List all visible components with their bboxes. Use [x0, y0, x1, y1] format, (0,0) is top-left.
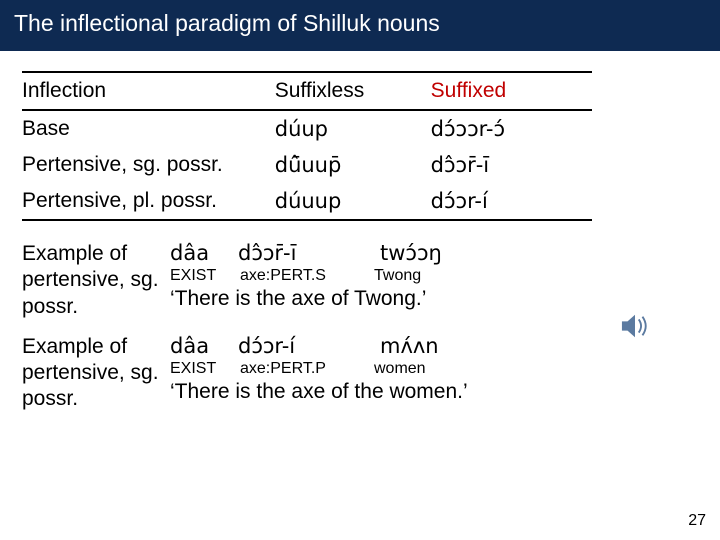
- example-label: Example of pertensive, sg. possr.: [22, 334, 170, 413]
- example-translation: ‘There is the axe of Twong.’: [170, 287, 442, 311]
- token: dâa: [170, 334, 224, 358]
- token: mʌ́ʌn: [380, 334, 439, 358]
- token: twɔ́ɔŋ: [380, 241, 442, 265]
- row-label: Pertensive, pl. possr.: [22, 183, 275, 220]
- gloss: axe:PERT.S: [240, 267, 356, 285]
- row-label: Pertensive, sg. possr.: [22, 147, 275, 183]
- token: dâa: [170, 241, 224, 265]
- token: dɔ̂ɔr̄-ī: [238, 241, 366, 265]
- table-header-suffixed: Suffixed: [431, 72, 592, 110]
- table-row: Pertensive, pl. possr. dúuup dɔ́ɔr-í: [22, 183, 592, 220]
- gloss: EXIST: [170, 360, 222, 378]
- token: dɔ́ɔr-í: [238, 334, 366, 358]
- example-gloss: EXIST axe:PERT.P women: [170, 360, 468, 378]
- gloss: Twong: [374, 267, 421, 285]
- examples-block: Example of pertensive, sg. possr. dâa dɔ…: [22, 241, 720, 413]
- example: Example of pertensive, sg. possr. dâa dɔ…: [22, 334, 720, 413]
- row-label: Base: [22, 110, 275, 147]
- example-body: dâa dɔ́ɔr-í mʌ́ʌn EXIST axe:PERT.P women…: [170, 334, 468, 404]
- cell-suffixed: dɔ́ɔr-í: [431, 183, 592, 220]
- table-row: Base dúup dɔ́ɔɔr-ɔ́: [22, 110, 592, 147]
- table-header-inflection: Inflection: [22, 72, 275, 110]
- table-row: Pertensive, sg. possr. dû̄uup̄ dɔ̂ɔr̄-ī: [22, 147, 592, 183]
- example-body: dâa dɔ̂ɔr̄-ī twɔ́ɔŋ EXIST axe:PERT.S Two…: [170, 241, 442, 311]
- example-translation: ‘There is the axe of the women.’: [170, 380, 468, 404]
- paradigm-table: Inflection Suffixless Suffixed Base dúup…: [22, 71, 592, 221]
- gloss: women: [374, 360, 426, 378]
- cell-suffixless: dúup: [275, 110, 431, 147]
- table-header-row: Inflection Suffixless Suffixed: [22, 72, 592, 110]
- example-tokens: dâa dɔ̂ɔr̄-ī twɔ́ɔŋ: [170, 241, 442, 265]
- gloss: EXIST: [170, 267, 222, 285]
- page-number: 27: [688, 512, 706, 530]
- cell-suffixed: dɔ̂ɔr̄-ī: [431, 147, 592, 183]
- slide-title: The inflectional paradigm of Shilluk nou…: [0, 0, 720, 51]
- cell-suffixless: dúuup: [275, 183, 431, 220]
- example: Example of pertensive, sg. possr. dâa dɔ…: [22, 241, 720, 320]
- cell-suffixless: dû̄uup̄: [275, 147, 431, 183]
- gloss: axe:PERT.P: [240, 360, 356, 378]
- slide-content: Inflection Suffixless Suffixed Base dúup…: [0, 51, 720, 413]
- example-label: Example of pertensive, sg. possr.: [22, 241, 170, 320]
- example-tokens: dâa dɔ́ɔr-í mʌ́ʌn: [170, 334, 468, 358]
- example-gloss: EXIST axe:PERT.S Twong: [170, 267, 442, 285]
- table-header-suffixless: Suffixless: [275, 72, 431, 110]
- cell-suffixed: dɔ́ɔɔr-ɔ́: [431, 110, 592, 147]
- speaker-icon[interactable]: [620, 312, 650, 340]
